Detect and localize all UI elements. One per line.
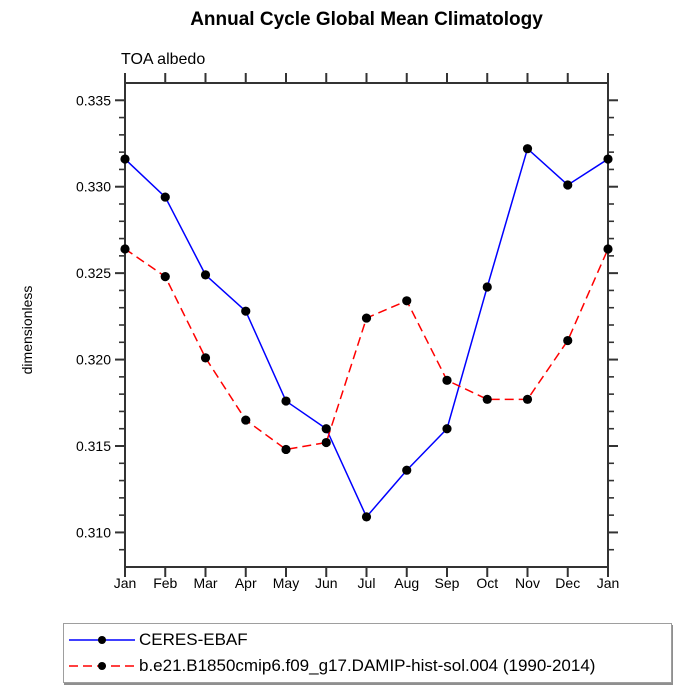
y-tick-label: 0.325 [76, 265, 111, 281]
x-tick-label: Oct [476, 575, 498, 591]
x-tick-label: Mar [193, 575, 217, 591]
data-point [361, 512, 372, 522]
data-point [442, 424, 452, 434]
data-point [442, 375, 452, 385]
x-tick-label: Jan [597, 575, 620, 591]
data-point [522, 394, 533, 404]
x-tick-label: May [273, 575, 299, 591]
y-tick-label: 0.330 [76, 179, 111, 195]
data-point [603, 154, 613, 164]
data-point [402, 465, 412, 475]
legend-line-sample-dashed [69, 662, 135, 671]
y-tick-label: 0.335 [76, 92, 111, 108]
x-tick-label: Jul [358, 575, 376, 591]
legend: CERES-EBAF b.e21.B1850cmip6.f09_g17.DAMI… [63, 623, 672, 683]
data-point [522, 144, 533, 154]
data-point [160, 272, 170, 282]
y-tick-label: 0.320 [76, 352, 111, 368]
data-point [241, 415, 251, 425]
data-point [200, 270, 211, 280]
series-line-model [124, 248, 609, 451]
data-point [321, 424, 331, 434]
data-point [200, 353, 211, 363]
data-point [281, 444, 291, 455]
legend-marker-icon [98, 635, 106, 644]
legend-entry-obs: CERES-EBAF [67, 627, 671, 653]
x-tick-label: Feb [153, 575, 177, 591]
y-tick-label: 0.310 [76, 524, 111, 540]
data-point [563, 335, 573, 346]
series-line-obs [124, 147, 609, 519]
x-tick-label: Jan [114, 575, 137, 591]
legend-line-sample-solid [69, 635, 135, 644]
x-tick-label: Sep [435, 575, 460, 591]
data-point [120, 244, 130, 254]
data-point [321, 437, 331, 448]
data-point [402, 296, 412, 306]
legend-entry-model: b.e21.B1850cmip6.f09_g17.DAMIP-hist-sol.… [67, 653, 671, 679]
legend-label-model: b.e21.B1850cmip6.f09_g17.DAMIP-hist-sol.… [139, 656, 596, 676]
x-tick-label: Jun [315, 575, 338, 591]
data-point [482, 394, 492, 404]
data-point [120, 154, 130, 164]
data-point [563, 180, 573, 190]
legend-marker-icon [98, 662, 106, 671]
data-point [241, 306, 251, 316]
x-tick-label: Aug [394, 575, 419, 591]
data-point [603, 244, 613, 254]
data-point [361, 313, 372, 323]
legend-label-obs: CERES-EBAF [139, 629, 248, 649]
x-tick-label: Apr [235, 575, 257, 591]
x-tick-label: Dec [555, 575, 580, 591]
chart-subtitle: TOA albedo [121, 51, 206, 68]
data-point [160, 192, 170, 202]
y-tick-label: 0.315 [76, 438, 111, 454]
x-tick-label: Nov [515, 575, 540, 591]
data-point [482, 282, 492, 292]
chart-title: Annual Cycle Global Mean Climatology [190, 9, 543, 30]
data-point [281, 396, 291, 406]
y-axis-label: dimensionless [19, 286, 35, 375]
